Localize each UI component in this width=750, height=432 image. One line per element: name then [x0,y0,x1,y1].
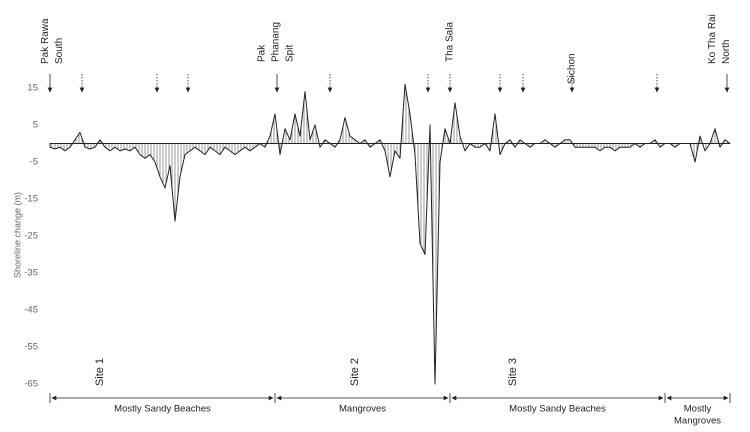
shoreline-area [49,83,731,385]
site-label: Site 2 [349,358,361,386]
y-tick-label: -45 [24,305,38,316]
location-label: Spit [285,45,296,62]
location-label: North [721,40,732,64]
zone-label: Mostly [684,404,712,415]
location-label: South [54,38,65,64]
zone-label: Mangroves [674,416,721,427]
y-tick-label: 5 [33,120,38,131]
location-label: Tha Sala [445,22,456,62]
y-tick-label: -55 [24,342,38,353]
zone-label: Mangroves [339,404,386,415]
y-tick-label: -65 [24,379,38,390]
location-label: Phanang [271,22,282,62]
site-label: Site 3 [507,358,519,386]
y-axis-title: Shoreline change (m) [12,192,22,278]
site-label: Site 1 [94,358,106,386]
location-label: Sichon [567,53,578,84]
y-tick-label: 15 [27,83,38,94]
zone-label: Mostly Sandy Beaches [114,404,211,415]
zone-label: Mostly Sandy Beaches [509,404,606,415]
y-tick-label: -35 [24,268,38,279]
y-tick-label: -15 [24,194,38,205]
location-label: Pak [257,44,268,62]
location-label: Ko Tha Rai [707,14,718,64]
y-tick-label: -25 [24,231,38,242]
y-tick-label: -5 [30,157,38,168]
location-label: Pak Rawa [40,18,51,64]
